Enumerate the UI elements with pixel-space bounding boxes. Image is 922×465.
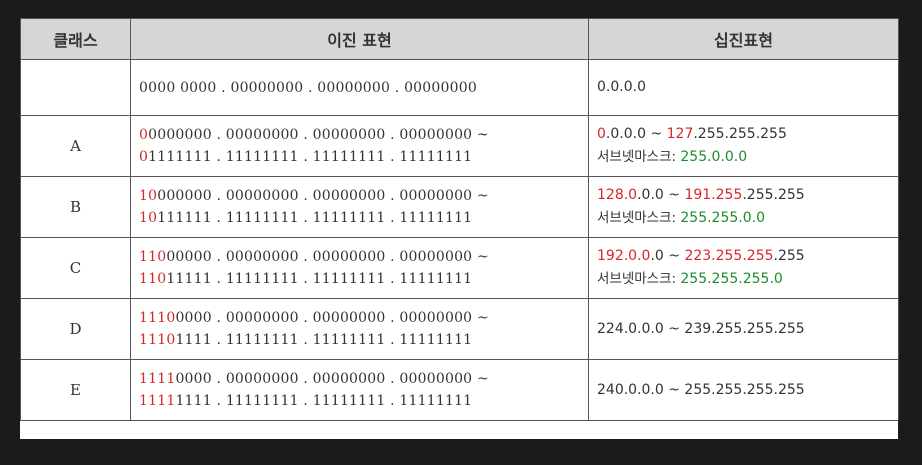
binary-cell: 11110000 . 00000000 . 00000000 . 0000000… [130,359,589,421]
decimal-part-r1: 192.0.0 [597,248,651,264]
decimal-part-r1: 0 [597,126,606,142]
decimal-part-plain: .0.0 ~ [637,187,685,203]
class-cell: D [20,298,131,360]
binary-prefix: 1111 [139,371,176,387]
binary-prefix: 1110 [139,310,176,326]
subnet-mask-value: 255.255.255.0 [680,271,783,287]
decimal-part-tail: .255.255 [742,187,805,203]
class-cell [20,59,131,116]
binary-rest: 1111 . 11111111 . 11111111 . 11111111 [175,332,473,348]
decimal-part-r1: 128.0 [597,187,638,203]
binary-prefix: 1111 [139,393,176,409]
binary-prefix: 110 [139,271,167,287]
binary-cell: 11100000 . 00000000 . 00000000 . 0000000… [130,298,589,360]
header-binary: 이진 표현 [130,18,589,60]
binary-line: 11000000 . 00000000 . 00000000 . 0000000… [139,246,588,268]
binary-prefix: 1110 [139,332,176,348]
decimal-range: 240.0.0.0 ~ 255.255.255.255 [597,379,898,402]
decimal-range: 0.0.0.0 ~ 127.255.255.255 [597,123,898,146]
binary-rest: 0000 0000 . 00000000 . 00000000 . 000000… [139,79,477,96]
subnet-mask-value: 255.255.0.0 [680,210,765,226]
class-cell: E [20,359,131,421]
binary-rest: 111111 . 11111111 . 11111111 . 11111111 [157,210,473,226]
binary-cell: 11000000 . 00000000 . 00000000 . 0000000… [130,237,589,299]
binary-rest: 1111111 . 11111111 . 11111111 . 11111111 [148,149,473,165]
binary-rest: 00000 . 00000000 . 00000000 . 00000000 ~ [166,249,489,265]
table-row: B 10000000 . 00000000 . 00000000 . 000000… [20,176,899,238]
binary-prefix: 0 [139,149,149,165]
binary-line: 11110000 . 00000000 . 00000000 . 0000000… [139,368,588,390]
decimal-cell: 0.0.0.0 [588,59,899,116]
decimal-part-r2: 127 [666,126,694,142]
decimal-range: 192.0.0.0 ~ 223.255.255.255 [597,245,898,268]
decimal-part-r2: 191.255 [684,187,743,203]
decimal-part-r2: 223.255.255 [684,248,774,264]
table-row: 0000 0000 . 00000000 . 00000000 . 000000… [20,59,899,116]
binary-rest: 0000 . 00000000 . 00000000 . 00000000 ~ [175,371,489,387]
decimal-range: 0.0.0.0 [597,76,898,99]
binary-line: 11100000 . 00000000 . 00000000 . 0000000… [139,307,588,329]
decimal-range: 224.0.0.0 ~ 239.255.255.255 [597,318,898,341]
table-row: C 11000000 . 00000000 . 00000000 . 000000… [20,237,899,299]
binary-cell: 0000 0000 . 00000000 . 00000000 . 000000… [130,59,589,116]
class-cell: C [20,237,131,299]
class-cell: A [20,115,131,177]
decimal-part-tail: .255 [773,248,805,264]
binary-rest: 0000000 . 00000000 . 00000000 . 00000000… [148,127,489,143]
binary-line: 11111111 . 11111111 . 11111111 . 1111111… [139,390,588,412]
decimal-part-plain: 0.0.0.0 [597,79,646,95]
subnet-mask-label: 서브넷마스크: [597,210,681,226]
subnet-mask-value: 255.0.0.0 [680,149,748,165]
decimal-part-plain: 224.0.0.0 ~ 239.255.255.255 [597,320,805,337]
binary-line: 11101111 . 11111111 . 11111111 . 1111111… [139,329,588,351]
decimal-part-tail: .255.255.255 [693,126,787,142]
decimal-cell: 0.0.0.0 ~ 127.255.255.255 서브넷마스크: 255.0.0… [588,115,899,177]
decimal-range: 128.0.0.0 ~ 191.255.255.255 [597,184,898,207]
binary-line: 00000000 . 00000000 . 00000000 . 0000000… [139,124,588,146]
decimal-cell: 224.0.0.0 ~ 239.255.255.255 [588,298,899,360]
subnet-mask-label: 서브넷마스크: [597,271,681,287]
subnet-mask-line: 서브넷마스크: 255.0.0.0 [597,146,898,169]
binary-line: 10111111 . 11111111 . 11111111 . 1111111… [139,207,588,229]
table-header-row: 클래스 이진 표현 십진표현 [20,18,899,60]
decimal-part-plain: .0 ~ [650,248,685,264]
binary-line: 10000000 . 00000000 . 00000000 . 0000000… [139,185,588,207]
binary-line: 01111111 . 11111111 . 11111111 . 1111111… [139,146,588,168]
binary-prefix: 110 [139,249,167,265]
header-decimal: 십진표현 [588,18,899,60]
binary-rest: 1111 . 11111111 . 11111111 . 11111111 [175,393,473,409]
subnet-mask-line: 서브넷마스크: 255.255.255.0 [597,268,898,291]
decimal-cell: 240.0.0.0 ~ 255.255.255.255 [588,359,899,421]
table-row: A 00000000 . 00000000 . 00000000 . 000000… [20,115,899,177]
subnet-mask-line: 서브넷마스크: 255.255.0.0 [597,207,898,230]
binary-prefix: 0 [139,127,149,143]
binary-cell: 00000000 . 00000000 . 00000000 . 0000000… [130,115,589,177]
decimal-part-plain: .0.0.0 ~ [605,126,667,142]
binary-prefix: 10 [139,188,158,204]
binary-rest: 0000 . 00000000 . 00000000 . 00000000 ~ [175,310,489,326]
binary-rest: 11111 . 11111111 . 11111111 . 11111111 [166,271,473,287]
table-row: D 11100000 . 00000000 . 00000000 . 000000… [20,298,899,360]
class-cell: B [20,176,131,238]
binary-prefix: 10 [139,210,158,226]
header-class: 클래스 [20,18,131,60]
binary-line: 0000 0000 . 00000000 . 00000000 . 000000… [139,77,588,99]
decimal-part-plain: 240.0.0.0 ~ 255.255.255.255 [597,381,805,398]
ip-class-table: 클래스 이진 표현 십진표현 0000 0000 . 00000000 . 00… [20,18,899,421]
binary-line: 11011111 . 11111111 . 11111111 . 1111111… [139,268,588,290]
subnet-mask-label: 서브넷마스크: [597,149,681,165]
ip-class-table-frame: 클래스 이진 표현 십진표현 0000 0000 . 00000000 . 00… [20,18,899,439]
binary-rest: 000000 . 00000000 . 00000000 . 00000000 … [157,188,489,204]
table-row: E 11110000 . 00000000 . 00000000 . 000000… [20,359,899,421]
binary-cell: 10000000 . 00000000 . 00000000 . 0000000… [130,176,589,238]
decimal-cell: 128.0.0.0 ~ 191.255.255.255 서브넷마스크: 255.2… [588,176,899,238]
decimal-cell: 192.0.0.0 ~ 223.255.255.255 서브넷마스크: 255.2… [588,237,899,299]
